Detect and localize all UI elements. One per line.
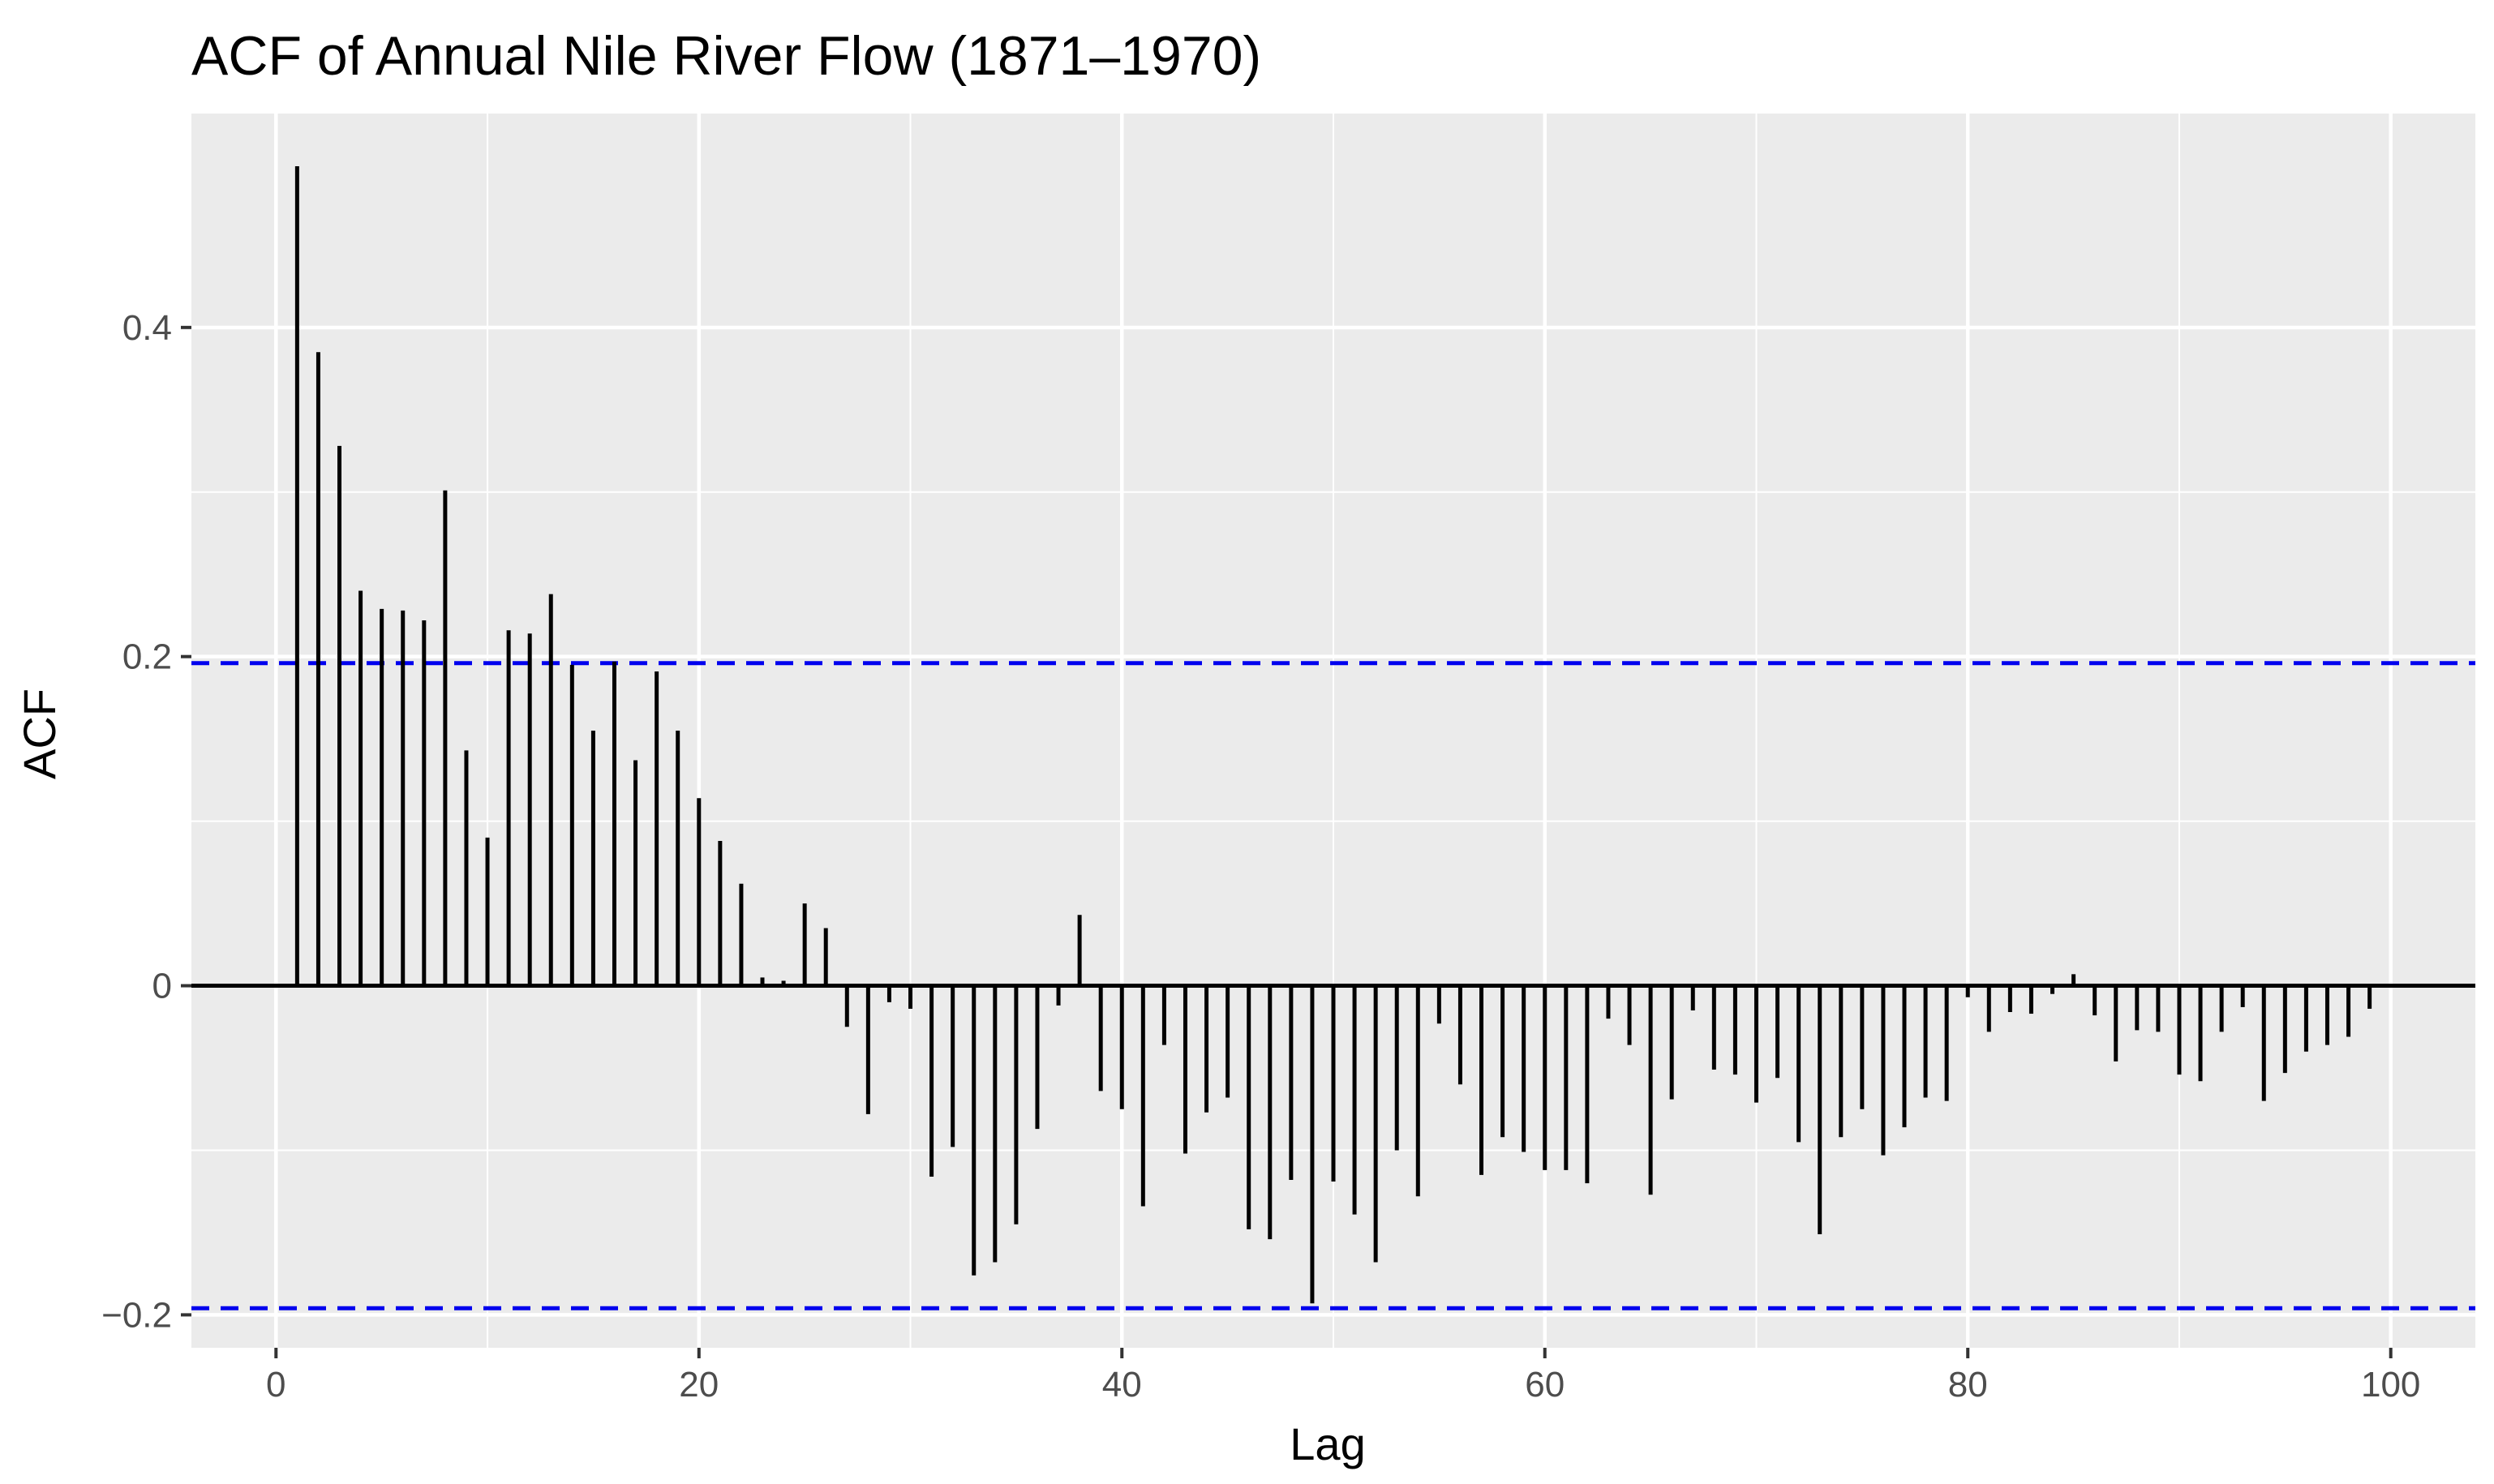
- x-axis-title: Lag: [1290, 1418, 1365, 1469]
- y-axis: −0.2 0 0.2 0.4: [101, 308, 191, 1335]
- y-tick-label: 0.2: [122, 637, 172, 677]
- x-axis: 0 20 40 60 80 100: [266, 1348, 2420, 1405]
- y-tick-label: −0.2: [101, 1295, 172, 1335]
- y-axis-title: ACF: [14, 688, 65, 779]
- chart-title: ACF of Annual Nile River Flow (1871–1970…: [191, 25, 1261, 87]
- acf-bars: [294, 165, 2372, 1304]
- x-tick-label: 20: [679, 1365, 719, 1405]
- x-tick-label: 40: [1102, 1365, 1142, 1405]
- x-tick-label: 100: [2361, 1365, 2420, 1405]
- confidence-bounds: [191, 661, 2475, 1310]
- y-tick-label: 0.4: [122, 308, 172, 348]
- y-tick-label: 0: [152, 967, 172, 1006]
- x-tick-label: 0: [266, 1365, 285, 1405]
- x-tick-label: 80: [1948, 1365, 1988, 1405]
- x-tick-label: 60: [1525, 1365, 1565, 1405]
